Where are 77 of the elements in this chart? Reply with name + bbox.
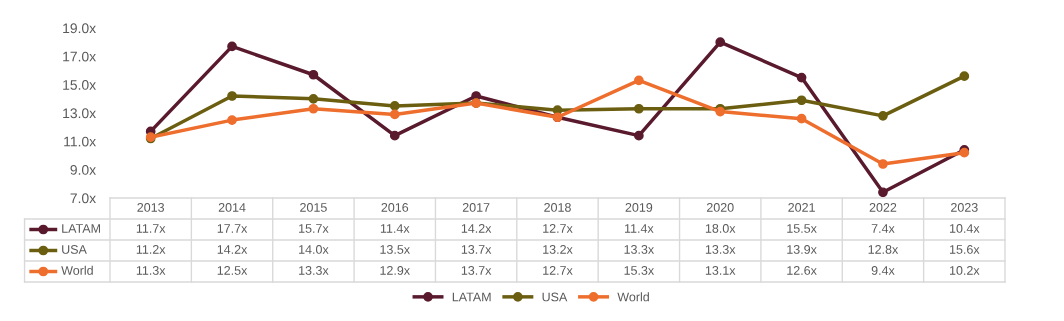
data-label: 13.1x [705, 266, 736, 275]
y-tick-label: 7.0x [70, 193, 96, 204]
x-tick-label: 2016 [381, 203, 409, 212]
x-tick-label: 2023 [951, 203, 978, 212]
point [227, 41, 237, 52]
data-label: 15.6x [949, 245, 980, 254]
x-tick-label: 2018 [544, 203, 571, 212]
x-tick-label: 2015 [300, 203, 327, 212]
text: USA [542, 292, 568, 302]
data-label: 12.9x [380, 266, 410, 275]
y-tick-label: 15.0x [63, 80, 96, 90]
point [715, 37, 726, 48]
data-label: 13.3x [705, 245, 736, 254]
data-label: 13.3x [624, 245, 655, 254]
y-tick-label: 9.0x [70, 165, 96, 175]
data-label: 11.4x [624, 224, 654, 233]
point [796, 72, 807, 83]
data-label: 12.7x [543, 224, 573, 233]
legend-label: World [61, 265, 93, 275]
data-label: 13.3x [299, 266, 329, 275]
data-label: 12.8x [868, 245, 899, 254]
data-label: 11.2x [136, 245, 166, 254]
point [959, 71, 970, 82]
data-label: 15.5x [787, 224, 817, 233]
point [796, 113, 807, 124]
data-label: 11.3x [136, 266, 166, 275]
data-label: 11.7x [136, 224, 166, 233]
x-tick-label: 2021 [788, 203, 815, 212]
x-tick-label: 2013 [137, 203, 165, 212]
text: LATAM [452, 292, 491, 302]
point [308, 69, 319, 80]
data-label: 9.4x [871, 266, 895, 275]
point [878, 187, 888, 198]
y-tick-label: 19.0x [63, 23, 96, 34]
point [796, 95, 807, 106]
point [389, 130, 400, 141]
data-label: 13.2x [543, 245, 573, 254]
data-label: 13.5x [380, 245, 410, 254]
point [308, 103, 319, 114]
x-tick-label: 2014 [218, 203, 246, 212]
point [227, 91, 237, 101]
data-label: 12.7x [543, 266, 573, 275]
data-label: 13.7x [461, 266, 492, 275]
data-label: 11.4x [380, 224, 410, 233]
data-label: 13.9x [787, 245, 817, 254]
point [308, 93, 319, 104]
data-label: 15.3x [624, 266, 655, 275]
x-tick-label: 2022 [869, 203, 897, 212]
point [634, 103, 644, 114]
x-tick-label: 2017 [462, 203, 490, 212]
y-tick-label: 11.0x [64, 136, 96, 147]
point [389, 109, 400, 120]
data-label: 7.4x [871, 224, 895, 233]
legend-label: USA [62, 245, 87, 254]
data-label: 18.0x [705, 224, 736, 233]
data-label: 14.2x [217, 245, 248, 254]
y-tick-label: 13.0x [63, 108, 96, 119]
point [634, 130, 644, 141]
legend-label: LATAM [62, 224, 100, 233]
text: World [617, 292, 649, 302]
point [878, 110, 888, 121]
data-label: 12.6x [787, 266, 817, 275]
point [227, 115, 237, 125]
point [389, 101, 400, 111]
x-tick-label: 2019 [625, 203, 653, 212]
x-tick-label: 2020 [706, 203, 734, 212]
y-tick-label: 17.0x [63, 51, 96, 62]
data-label: 12.5x [217, 266, 248, 275]
data-label: 17.7x [217, 224, 248, 233]
point [878, 159, 888, 169]
data-label: 15.7x [299, 224, 329, 233]
data-label: 14.2x [461, 224, 492, 233]
data-label: 14.0x [299, 245, 329, 254]
point [634, 75, 644, 86]
data-label: 10.2x [949, 266, 980, 275]
data-label: 13.7x [461, 245, 492, 254]
data-label: 10.4x [949, 224, 980, 233]
